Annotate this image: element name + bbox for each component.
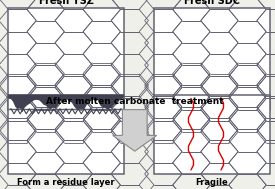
Bar (154, 8, 270, 110)
Text: Fresh SDC: Fresh SDC (184, 0, 240, 6)
Polygon shape (113, 110, 157, 151)
Text: After molten carbonate  treatment: After molten carbonate treatment (46, 97, 224, 106)
Bar (8, 8, 124, 110)
Bar (8, 94, 124, 174)
Text: Fresh YSZ: Fresh YSZ (39, 0, 94, 6)
Text: Fragile: Fragile (195, 178, 228, 187)
Bar (154, 94, 270, 174)
Polygon shape (8, 94, 124, 112)
Text: Form a residue layer: Form a residue layer (17, 178, 115, 187)
